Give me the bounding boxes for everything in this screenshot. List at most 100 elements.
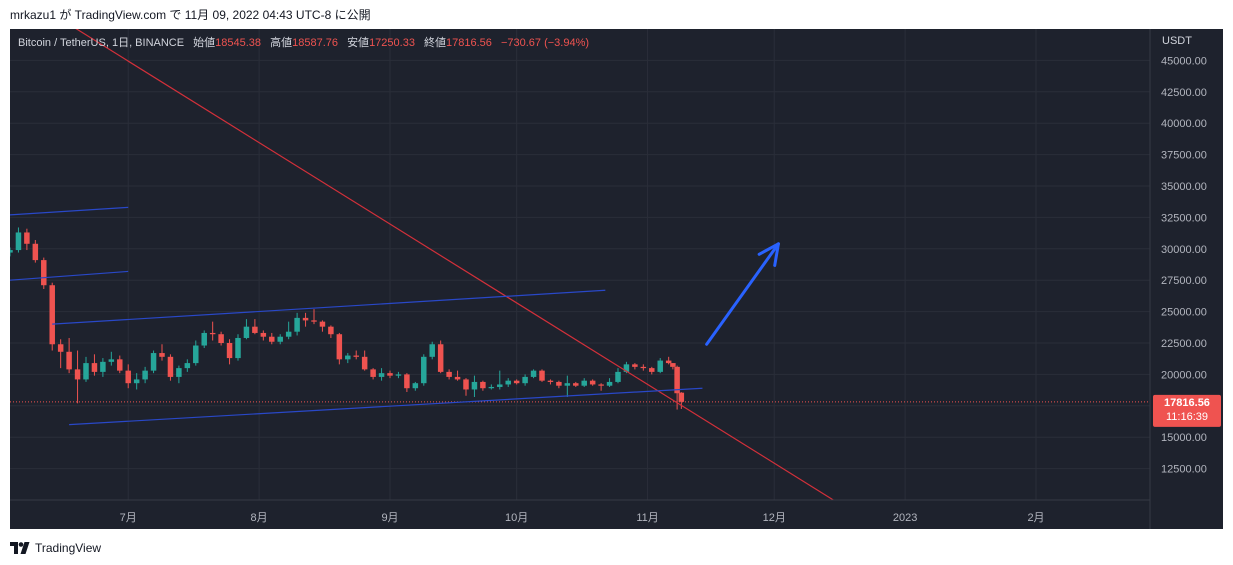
- candle: [41, 257, 47, 289]
- candle: [10, 247, 13, 257]
- candle-body: [100, 361, 106, 372]
- price-tick-label: 15000.00: [1161, 432, 1207, 444]
- price-tick-label: 35000.00: [1161, 181, 1207, 193]
- candle-body: [209, 332, 216, 335]
- candle: [184, 359, 191, 372]
- candle: [57, 339, 64, 369]
- candle: [361, 350, 368, 371]
- candle-body: [463, 379, 469, 390]
- last-price-value: 17816.56: [1164, 397, 1210, 409]
- candle-body: [243, 326, 250, 338]
- candle: [522, 374, 528, 386]
- candle: [49, 282, 55, 351]
- candle-body: [193, 345, 199, 364]
- blue-channel-line: [69, 387, 703, 426]
- candle-body: [176, 368, 182, 377]
- candle-body: [108, 359, 115, 362]
- candle: [66, 337, 72, 374]
- candle: [345, 353, 351, 364]
- candle: [32, 240, 39, 263]
- candle-body: [328, 326, 334, 335]
- legend-high-value: 18587.76: [292, 37, 338, 49]
- candle: [530, 369, 537, 379]
- candle-body: [285, 331, 292, 337]
- last-price-countdown: 11:16:39: [1166, 411, 1208, 423]
- candle-body: [74, 369, 81, 380]
- candle: [665, 356, 672, 365]
- red-trendline: [75, 29, 834, 500]
- price-tick-label: 27500.00: [1161, 275, 1207, 287]
- candle: [117, 355, 123, 374]
- price-tick-label: 45000.00: [1161, 55, 1207, 67]
- candle-body: [125, 370, 131, 384]
- candle: [589, 379, 596, 386]
- candle-body: [269, 336, 275, 342]
- candle-body: [167, 356, 174, 377]
- candle: [437, 340, 444, 374]
- time-tick-label: 7月: [120, 512, 137, 524]
- candle-body: [513, 380, 520, 384]
- candle-body: [437, 344, 444, 372]
- price-tick-label: 32500.00: [1161, 212, 1207, 224]
- candle-body: [49, 285, 55, 345]
- candle: [302, 312, 309, 327]
- candle-body: [277, 336, 283, 342]
- candle: [74, 350, 81, 404]
- candle-body: [547, 380, 554, 382]
- candle: [311, 309, 317, 325]
- candle: [657, 358, 663, 374]
- candle: [209, 321, 216, 341]
- candle: [269, 332, 275, 345]
- candle-body: [395, 374, 402, 376]
- candle: [480, 380, 486, 391]
- candle-body: [370, 369, 376, 377]
- time-tick-label: 9月: [381, 512, 398, 524]
- chart-panel[interactable]: 45000.00 42500.00 40000.00 37500.00 35000.00…: [10, 29, 1223, 529]
- svg-text:Bitcoin / TetherUS, 1日, BINANC: Bitcoin / TetherUS, 1日, BINANCE 始値18545.…: [18, 35, 589, 49]
- currency-label: USDT: [1162, 35, 1192, 47]
- price-tick-label: 42500.00: [1161, 87, 1207, 99]
- legend-close-label: 終値: [424, 35, 446, 49]
- candle-body: [387, 373, 393, 376]
- candle: [91, 354, 98, 376]
- candle-body: [429, 344, 435, 357]
- candle: [133, 373, 140, 390]
- candle-body: [66, 351, 72, 370]
- last-price-badge-bg: [1153, 394, 1221, 427]
- candle-body: [480, 381, 486, 389]
- candle-body: [378, 373, 385, 377]
- trend-arrow: [705, 242, 780, 346]
- candle-body: [319, 321, 326, 327]
- candle-body: [674, 366, 680, 394]
- candlestick-chart[interactable]: 45000.00 42500.00 40000.00 37500.00 35000.00…: [10, 29, 1223, 529]
- candle-body: [556, 381, 562, 386]
- candle: [150, 350, 157, 374]
- candle: [83, 356, 89, 382]
- candle: [581, 378, 587, 387]
- legend-close-value: 17816.56: [446, 37, 492, 49]
- candle-body: [446, 371, 452, 377]
- candle: [670, 363, 676, 370]
- candle: [353, 350, 359, 360]
- candle: [193, 340, 199, 366]
- candle-body: [471, 381, 478, 390]
- candle-body: [530, 370, 537, 377]
- candle: [378, 368, 385, 381]
- candle: [564, 375, 571, 398]
- blue-channel-line: [10, 270, 129, 281]
- publish-info: mrkazu1 が TradingView.com で 11月 09, 2022…: [10, 8, 371, 22]
- last-price-badge: 17816.56 11:16:39: [1153, 394, 1221, 427]
- candle: [429, 341, 435, 360]
- candle-body: [589, 380, 596, 385]
- candle: [632, 363, 638, 370]
- blue-channel-line: [52, 289, 606, 325]
- candle-body: [345, 355, 351, 360]
- candle: [505, 378, 511, 387]
- candle: [15, 227, 22, 253]
- candle: [370, 368, 376, 380]
- candle-body: [83, 363, 89, 380]
- candle: [463, 378, 469, 396]
- candle-body: [218, 334, 224, 343]
- candle: [336, 332, 343, 365]
- candle-body: [336, 334, 343, 360]
